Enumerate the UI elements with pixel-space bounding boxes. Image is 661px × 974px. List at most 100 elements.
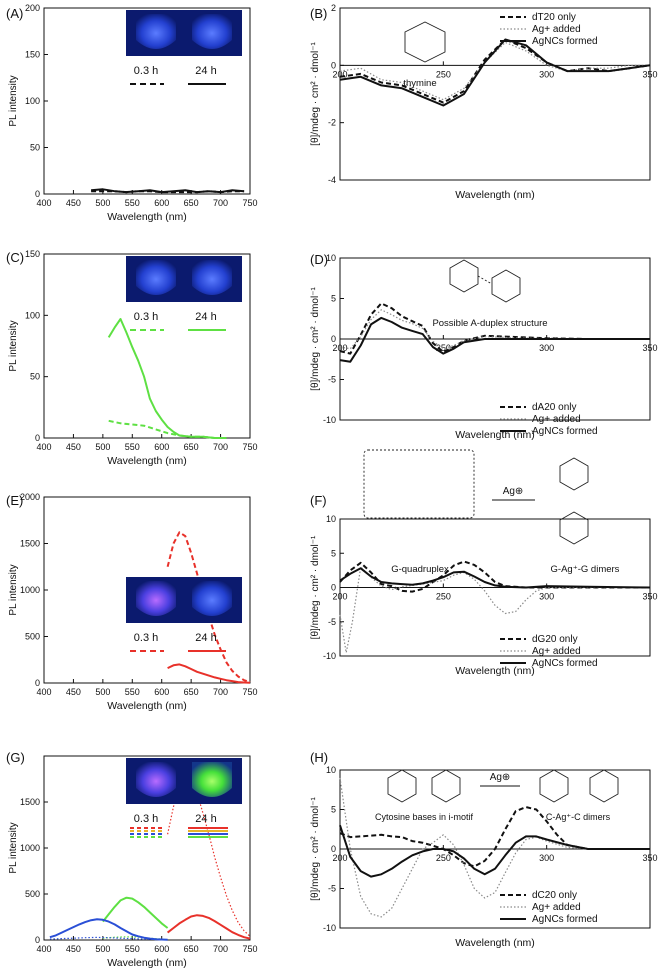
x-tick-label: 500: [95, 944, 110, 954]
y-tick-label: -4: [328, 175, 336, 185]
x-tick-label: 600: [154, 198, 169, 208]
x-axis-label: Wavelength (nm): [455, 665, 535, 677]
y-axis-label: [θ]/mdeg · cm² · dmol⁻¹: [310, 797, 321, 901]
inset-time-label: 0.3 h: [134, 311, 158, 323]
x-tick-label: 650: [184, 442, 199, 452]
x-tick-label: 350: [642, 592, 657, 602]
series-line: [339, 302, 650, 355]
x-tick-label: 700: [213, 687, 228, 697]
x-axis-label: Wavelength (nm): [455, 937, 535, 949]
y-axis-label: [θ]/mdeg · cm² · dmol⁻¹: [310, 287, 321, 391]
x-tick-label: 450: [66, 442, 81, 452]
y-axis-label: [θ]/mdeg · cm² · dmol⁻¹: [310, 535, 321, 639]
x-tick-label: 750: [242, 442, 257, 452]
legend-label: Ag+ added: [532, 902, 581, 913]
structure-drawing: [363, 449, 589, 545]
y-tick-label: 0: [331, 583, 336, 593]
series-line: [339, 566, 650, 654]
thymine-ring: [404, 21, 446, 63]
legend-label: AgNCs formed: [532, 914, 598, 925]
x-tick-label: 200: [332, 853, 347, 863]
y-axis-label: PL intensity: [8, 320, 19, 371]
y-tick-label: 500: [25, 889, 40, 899]
panel-6: (F) 200 250 300 350 -10 -5 0 5 10 Wavelength (nm) […: [310, 449, 658, 677]
hbond: [477, 275, 493, 285]
y-tick-label: -5: [328, 617, 336, 627]
tube-image: [136, 260, 176, 295]
legend-label: dT20 only: [532, 12, 576, 23]
inset-photo: [126, 256, 242, 302]
x-tick-label: 650: [184, 198, 199, 208]
y-axis-label: PL intensity: [8, 75, 19, 126]
inset-time-label: 24 h: [195, 311, 216, 323]
x-tick-label: 750: [242, 687, 257, 697]
y-tick-label: 0: [35, 678, 40, 688]
x-tick-label: 500: [95, 198, 110, 208]
legend-label: Ag+ added: [532, 414, 581, 425]
base-ring: [449, 259, 479, 293]
y-tick-label: 1000: [20, 843, 40, 853]
panel-5: (E) 400 450 500 550 600 650 700 750 0 500 1000 1500 2…: [6, 492, 258, 712]
inset-photo: [126, 577, 242, 623]
dimer-ring: [559, 457, 589, 491]
y-tick-label: 10: [326, 514, 336, 524]
x-tick-label: 400: [36, 687, 51, 697]
x-axis-label: Wavelength (nm): [455, 189, 535, 201]
x-tick-label: 700: [213, 442, 228, 452]
y-tick-label: 5: [331, 294, 336, 304]
x-axis-label: Wavelength (nm): [107, 211, 187, 223]
legend-label: dC20 only: [532, 890, 577, 901]
y-tick-label: 0: [35, 433, 40, 443]
y-axis-label: PL intensity: [8, 822, 19, 873]
series-line: [339, 777, 650, 918]
x-tick-label: 250: [436, 343, 451, 353]
x-tick-label: 450: [66, 198, 81, 208]
x-axis-label: Wavelength (nm): [107, 700, 187, 712]
base-ring: [491, 269, 521, 303]
panel-1: (A) 400 450 500 550 600 650 700 750 0 50 100 150 200 W…: [6, 3, 258, 223]
tube-image: [192, 762, 232, 797]
legend-label: dA20 only: [532, 402, 576, 413]
x-tick-label: 400: [36, 198, 51, 208]
x-tick-label: 550: [125, 442, 140, 452]
cytosine-ring: [431, 769, 461, 803]
plot-frame: [339, 7, 651, 181]
panel-2: (B) 200 250 300 350 -4 -2 0 2 Wavelength (nm) [θ]/…: [310, 3, 658, 201]
dimer-ring: [559, 511, 589, 545]
panel-label: (G): [6, 750, 25, 765]
panel-7: (G) 400 450 500 550 600 650 700 750 0 500 1000 1500 W…: [6, 750, 258, 969]
x-tick-label: 200: [332, 592, 347, 602]
arrow-label: Ag⊕: [503, 486, 524, 497]
dimer-ring: [539, 769, 569, 803]
x-tick-label: 200: [332, 343, 347, 353]
panel-label: (A): [6, 6, 23, 21]
x-tick-label: 300: [539, 853, 554, 863]
legend-label: Ag+ added: [532, 24, 581, 35]
structure-drawing: [449, 259, 521, 303]
y-tick-label: -10: [323, 923, 336, 933]
y-tick-label: 1000: [20, 585, 40, 595]
x-tick-label: 200: [332, 69, 347, 79]
dimer-ring: [589, 769, 619, 803]
inset-time-label: 24 h: [195, 65, 216, 77]
y-tick-label: -5: [328, 884, 336, 894]
y-axis-label: PL intensity: [8, 564, 19, 615]
tube-image: [136, 14, 176, 49]
x-tick-label: 300: [539, 69, 554, 79]
x-tick-label: 750: [242, 944, 257, 954]
x-tick-label: 650: [184, 944, 199, 954]
x-axis-label: Wavelength (nm): [107, 957, 187, 969]
series-line: [102, 896, 169, 929]
y-tick-label: 150: [25, 50, 40, 60]
cytosine-ring: [387, 769, 417, 803]
series-line: [167, 775, 251, 937]
x-tick-label: 550: [125, 687, 140, 697]
y-tick-label: 2000: [20, 492, 40, 502]
structure-label: thymine: [403, 78, 436, 89]
y-tick-label: 5: [331, 548, 336, 558]
legend-label: AgNCs formed: [532, 658, 598, 669]
y-tick-label: 0: [35, 189, 40, 199]
series-line: [167, 663, 251, 684]
tube-image: [136, 581, 176, 616]
x-tick-label: 700: [213, 198, 228, 208]
